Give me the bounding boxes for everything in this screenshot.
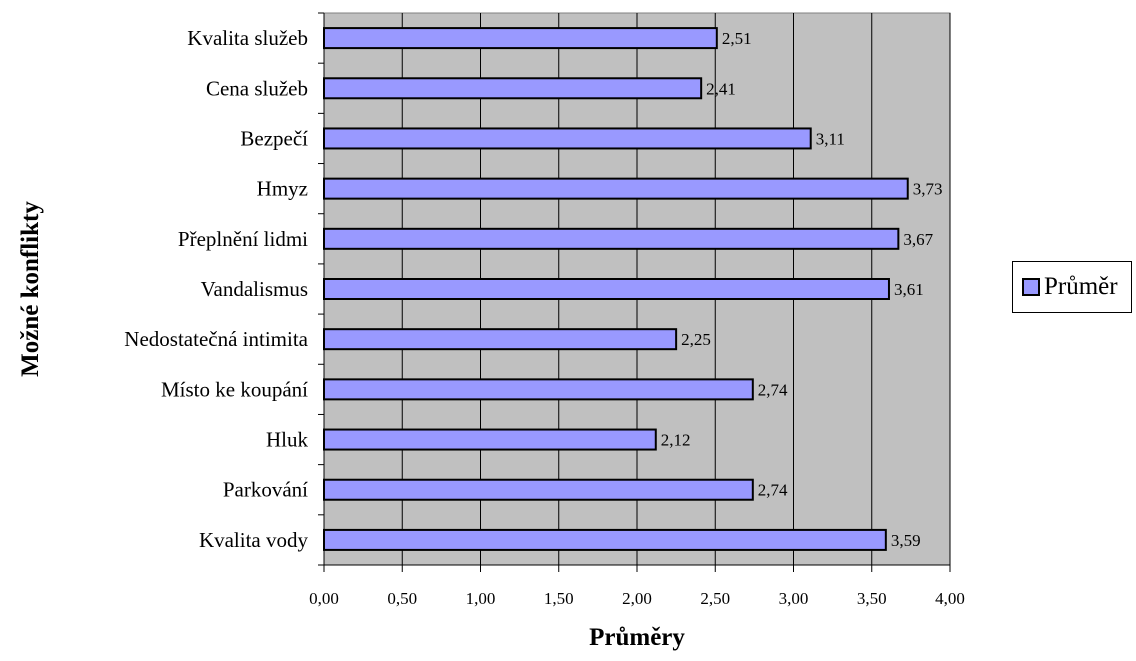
x-tick-label: 2,50 [700, 589, 730, 608]
bar [323, 77, 703, 100]
data-label: 2,25 [681, 330, 711, 349]
bar [323, 227, 900, 250]
x-tick-label: 4,00 [935, 589, 965, 608]
labels: 0,00 0,50 1,00 1,50 2,00 2,50 3,00 3,50 4,00 Kval… [124, 26, 965, 608]
legend: Průměr [1012, 261, 1132, 313]
x-tick-label: 0,50 [387, 589, 417, 608]
category-label: Hluk [266, 428, 309, 452]
bar [323, 378, 754, 401]
x-tick-label: 3,00 [779, 589, 809, 608]
x-tick-label: 0,00 [309, 589, 339, 608]
data-label: 3,11 [816, 129, 845, 148]
category-label: Nedostatečná intimita [124, 327, 308, 351]
data-label: 2,41 [706, 79, 736, 98]
bar [323, 428, 657, 451]
category-label: Kvalita služeb [187, 26, 308, 50]
category-label: Parkování [223, 478, 308, 502]
y-axis-title: Možné konflikty [17, 201, 44, 377]
bar [323, 127, 812, 150]
data-label: 3,61 [894, 280, 924, 299]
data-label: 2,74 [758, 481, 788, 500]
bar [323, 27, 718, 50]
category-label: Místo ke koupání [161, 377, 308, 401]
data-label: 2,12 [661, 431, 691, 450]
bar [323, 278, 890, 300]
axes [318, 12, 951, 572]
bar [323, 478, 754, 501]
category-label: Bezpečí [240, 126, 308, 150]
x-tick-label: 1,50 [544, 589, 574, 608]
legend-swatch [1022, 278, 1040, 296]
x-tick-label: 2,00 [622, 589, 652, 608]
legend-label: Průměr [1044, 273, 1118, 300]
bar [323, 177, 909, 200]
data-label: 3,67 [903, 230, 933, 249]
bars [323, 27, 909, 551]
data-label: 2,51 [722, 29, 752, 48]
bar [323, 528, 887, 551]
category-label: Vandalismus [201, 277, 308, 301]
data-label: 3,73 [913, 180, 943, 199]
x-tick-label: 1,00 [466, 589, 496, 608]
data-label: 3,59 [891, 531, 921, 550]
category-label: Cena služeb [206, 76, 308, 100]
category-label: Kvalita vody [199, 528, 309, 552]
category-label: Hmyz [257, 177, 308, 201]
bar [323, 328, 678, 351]
data-label: 2,74 [758, 380, 788, 399]
category-label: Přeplnění lidmi [178, 227, 308, 251]
x-axis-title: Průměry [589, 624, 685, 651]
x-tick-label: 3,50 [857, 589, 887, 608]
